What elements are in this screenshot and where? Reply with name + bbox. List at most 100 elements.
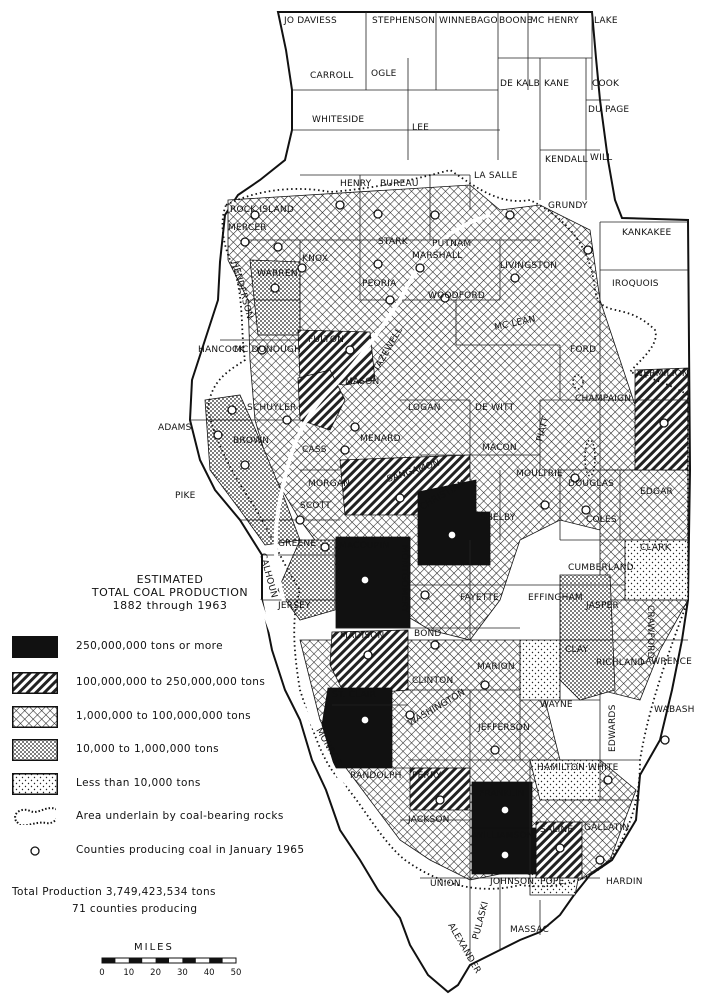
county-label: KENDALL: [545, 155, 588, 165]
county-label: ADAMS: [158, 423, 192, 433]
legend-label: 1,000,000 to 100,000,000 tons: [76, 710, 252, 722]
legend-swatch-diag: [12, 672, 58, 694]
county-label: EFFINGHAM: [528, 593, 583, 603]
county-label: WHITE: [588, 763, 619, 773]
county-label: RICHLAND: [596, 658, 645, 668]
legend-swatch-cross: [12, 706, 58, 728]
county-label: WINNEBAGO: [439, 16, 498, 26]
county-label: MARSHALL: [412, 251, 462, 261]
county-label: MENARD: [360, 434, 401, 444]
scale-tick: 50: [230, 968, 242, 978]
legend-swatch-sparse: [12, 773, 58, 795]
scale-title: MILES: [134, 942, 174, 953]
county-label: CLAY: [565, 645, 589, 655]
county-label: MACON: [482, 443, 517, 453]
legend-item: 1,000,000 to 100,000,000 tons: [12, 706, 332, 730]
county-label: MOULTRIE: [516, 469, 563, 479]
county-label: LOGAN: [408, 403, 441, 413]
legend-circle-icon: [30, 846, 40, 856]
county-label: MONTGOMERY: [399, 545, 409, 613]
county-label: POPE: [540, 877, 565, 887]
legend-item: Area underlain by coal-bearing rocks: [12, 806, 332, 830]
county-label: DE KALB: [500, 79, 540, 89]
county-label: GRUNDY: [548, 201, 588, 211]
county-label: CRAWFORD: [645, 605, 655, 659]
county-label: JEFFERSON: [477, 723, 530, 733]
county-label: DU PAGE: [588, 105, 629, 115]
county-lines: [190, 12, 688, 960]
zone-solid-christian: [417, 479, 491, 566]
county-label: PERRY: [412, 771, 442, 781]
county-label: MORGAN: [308, 479, 350, 489]
county-label: HANCOCK: [198, 345, 246, 355]
legend-title-line: 1882 through 1963: [112, 599, 228, 612]
counties-producing: 71 counties producing: [72, 903, 198, 915]
county-label: JACKSON: [407, 815, 450, 825]
legend-swatch-boundary-icon: [14, 807, 56, 825]
county-label: BOONE: [499, 16, 533, 26]
county-label: PEORIA: [362, 279, 397, 289]
legend-swatch-solid: [12, 636, 58, 658]
scale-bar-graphic: [101, 957, 237, 964]
total-production: Total Production 3,749,423,534 tons: [12, 886, 216, 898]
county-label: MC HENRY: [530, 16, 579, 26]
county-label: PUTNAM: [432, 239, 471, 249]
county-label: MADISON: [340, 631, 384, 641]
legend-title-line: ESTIMATED: [136, 573, 204, 586]
county-label: HENRY: [340, 179, 372, 189]
county-label: MERCER: [228, 223, 267, 233]
county-label: CHAMPAIGN: [575, 394, 631, 404]
legend-label: 10,000 to 1,000,000 tons: [76, 743, 219, 755]
zone-sparse-clay: [519, 639, 561, 701]
legend-item: 100,000,000 to 250,000,000 tons: [12, 672, 332, 696]
legend-item: 10,000 to 1,000,000 tons: [12, 739, 332, 763]
county-label: JO DAVIESS: [283, 16, 337, 26]
county-label: DE WITT: [475, 403, 515, 413]
county-label: KANE: [544, 79, 569, 89]
county-label: UNION: [430, 879, 461, 889]
county-label: COLES: [586, 515, 617, 525]
county-label: MACOUPIN: [339, 541, 389, 551]
legend-item: 250,000,000 tons or more: [12, 636, 332, 660]
county-label: MASSAC: [510, 925, 549, 935]
county-label: MARION: [477, 662, 515, 672]
county-label: EDGAR: [640, 487, 673, 497]
county-label: IROQUOIS: [612, 279, 659, 289]
legend-swatch-dense: [12, 739, 58, 761]
legend-item: Counties producing coal in January 1965: [12, 840, 332, 864]
county-label: BROWN: [233, 436, 269, 446]
county-label: WHITESIDE: [312, 115, 364, 125]
county-label: LAKE: [594, 16, 618, 26]
county-label: RANDOLPH: [350, 771, 402, 781]
county-label: ROCK ISLAND: [230, 205, 294, 215]
mississippi-river: [258, 599, 432, 931]
production-totals: Total Production 3,749,423,534 tons 71 c…: [12, 884, 216, 918]
county-label: SHELBY: [480, 513, 516, 523]
county-label: FRANKLIN: [479, 789, 525, 799]
county-label: COOK: [592, 79, 620, 89]
county-label: LA SALLE: [474, 171, 518, 181]
county-label: HAMILTON: [537, 763, 585, 773]
county-label: OGLE: [371, 69, 397, 79]
county-label: CUMBERLAND: [568, 563, 634, 573]
scale-tick: 40: [203, 968, 215, 978]
county-label: WILLIAMSON: [474, 831, 534, 841]
zone-solid-stclair: [321, 687, 393, 769]
legend-label: Less than 10,000 tons: [76, 777, 201, 789]
legend-label: 100,000,000 to 250,000,000 tons: [76, 676, 266, 688]
county-label: CLINTON: [412, 676, 453, 686]
county-label: JOHNSON: [489, 877, 534, 887]
county-label: FORD: [570, 345, 596, 355]
legend-item: Less than 10,000 tons: [12, 773, 332, 797]
zone-diag-fulton: [297, 329, 376, 386]
county-label: VERMILION: [637, 369, 689, 379]
county-label: WILL: [590, 153, 612, 163]
county-label: GREENE: [278, 539, 316, 549]
county-label: KANKAKEE: [622, 228, 672, 238]
county-label: STEPHENSON: [372, 16, 435, 26]
county-label: LAWRENCE: [640, 657, 692, 667]
county-label: MASON: [345, 377, 379, 387]
county-label: LIVINGSTON: [500, 261, 557, 271]
county-label: WOODFORD: [428, 291, 485, 301]
